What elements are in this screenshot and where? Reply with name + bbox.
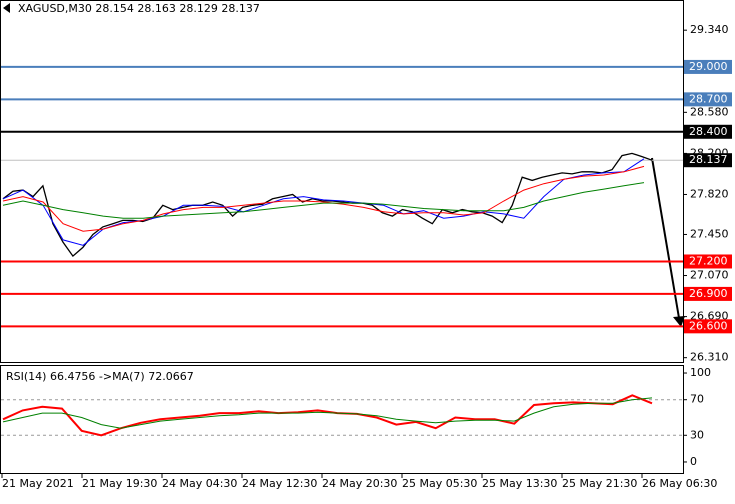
panel-icon bbox=[3, 3, 10, 13]
level-label-box bbox=[684, 59, 732, 74]
series-line bbox=[2, 397, 653, 429]
x-tick-label: 25 May 13:30 bbox=[482, 477, 557, 490]
x-tick-label: 21 May 2021 bbox=[2, 477, 74, 490]
level-label-box bbox=[684, 124, 732, 139]
y-tick-label: 28.580 bbox=[690, 105, 729, 118]
rsi-panel bbox=[0, 365, 684, 474]
price-title: XAGUSD,M30 28.154 28.163 28.129 28.137 bbox=[18, 2, 260, 15]
y-tick-label: 27.450 bbox=[690, 227, 729, 240]
current-price-label: 28.137 bbox=[689, 153, 728, 166]
x-tick-label: 26 May 06:30 bbox=[642, 477, 717, 490]
level-label-box bbox=[684, 286, 732, 301]
level-label: 26.900 bbox=[689, 287, 728, 300]
level-label-box bbox=[684, 92, 732, 107]
y-tick-label: 27.070 bbox=[690, 269, 729, 282]
x-tick-label: 24 May 20:30 bbox=[322, 477, 397, 490]
level-label: 27.200 bbox=[689, 254, 728, 267]
x-tick-label: 24 May 04:30 bbox=[162, 477, 237, 490]
level-label: 29.000 bbox=[689, 60, 728, 73]
x-tick-label: 21 May 19:30 bbox=[82, 477, 157, 490]
x-tick-label: 25 May 05:30 bbox=[402, 477, 477, 490]
y-tick-label: 70 bbox=[690, 393, 704, 406]
y-tick-label: 29.340 bbox=[690, 23, 729, 36]
series-line bbox=[2, 394, 653, 437]
level-label: 26.600 bbox=[689, 319, 728, 332]
price-panel bbox=[0, 0, 684, 363]
y-tick-label: 27.820 bbox=[690, 187, 729, 200]
level-label: 28.400 bbox=[689, 125, 728, 138]
x-tick-label: 24 May 12:30 bbox=[242, 477, 317, 490]
y-tick-label: 0 bbox=[690, 455, 697, 468]
level-label-box bbox=[684, 319, 732, 334]
arrow bbox=[651, 157, 680, 319]
level-label: 28.700 bbox=[689, 92, 728, 105]
current-price-box bbox=[684, 153, 732, 168]
series-line bbox=[2, 182, 645, 219]
series-line bbox=[2, 152, 653, 258]
arrow-head bbox=[673, 316, 685, 327]
x-tick-label: 25 May 21:30 bbox=[562, 477, 637, 490]
y-tick-label: 26.310 bbox=[690, 351, 729, 364]
y-tick-label: 30 bbox=[690, 428, 704, 441]
rsi-title: RSI(14) 66.4756 ->MA(7) 72.0667 bbox=[6, 370, 194, 383]
y-tick-label: 100 bbox=[690, 366, 711, 379]
series-line bbox=[2, 165, 645, 232]
level-label-box bbox=[684, 254, 732, 269]
